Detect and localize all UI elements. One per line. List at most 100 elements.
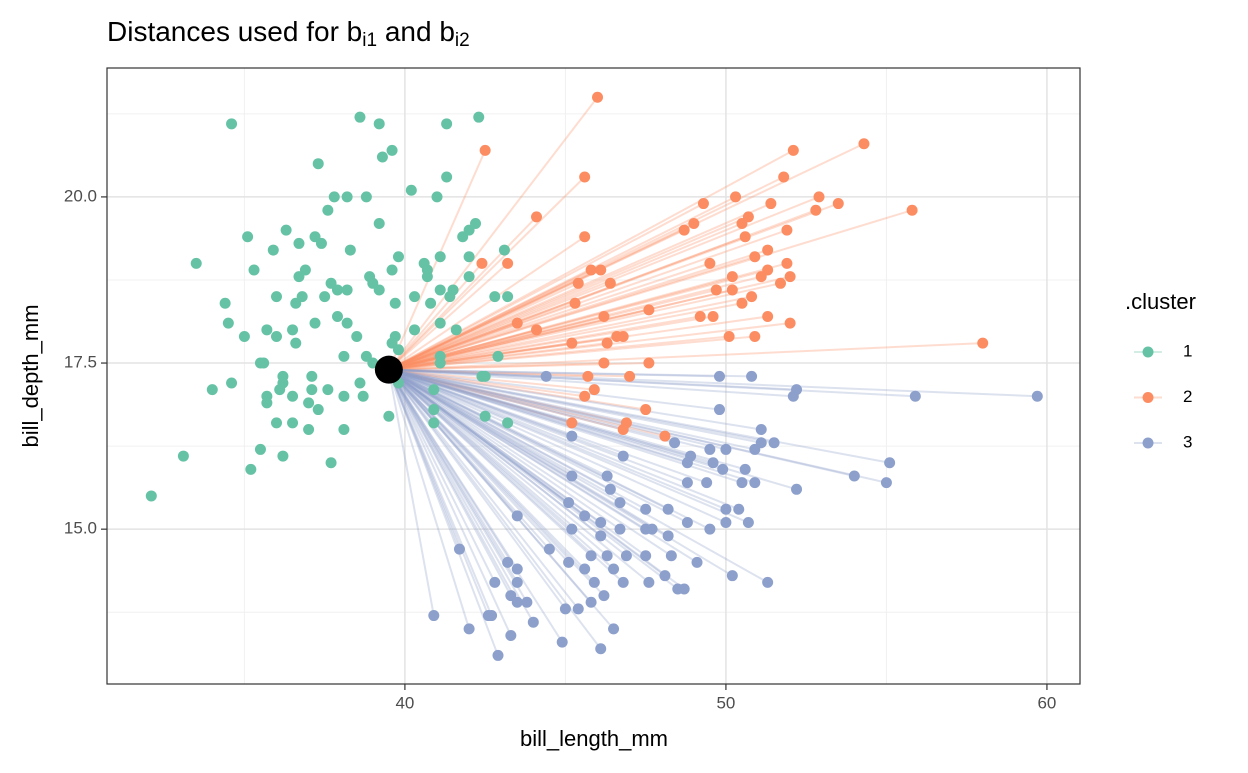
point: [453, 543, 465, 555]
point: [511, 510, 523, 522]
point: [730, 191, 742, 203]
point: [431, 191, 443, 203]
distance-line: [388, 342, 983, 371]
distance-line: [388, 368, 762, 444]
point: [595, 517, 607, 529]
legend-label: 3: [1183, 432, 1192, 451]
distance-line: [388, 368, 756, 451]
point: [428, 417, 440, 429]
point: [880, 477, 892, 489]
point: [762, 244, 774, 256]
point: [450, 324, 462, 336]
distance-line: [388, 222, 695, 371]
distance-line: [388, 368, 570, 504]
point: [425, 297, 437, 309]
point: [322, 384, 334, 396]
distance-line: [388, 368, 602, 537]
distance-line: [388, 362, 604, 371]
distance-line: [388, 368, 711, 451]
point: [479, 370, 491, 382]
distance-line: [387, 369, 493, 616]
y-tick-label: 20.0: [64, 186, 97, 205]
point: [592, 91, 604, 103]
distance-line: [388, 368, 624, 458]
distance-line: [388, 368, 749, 524]
point: [206, 384, 218, 396]
distance-line: [388, 368, 720, 378]
point: [566, 337, 578, 349]
point: [810, 204, 822, 216]
point: [588, 384, 600, 396]
distance-line: [388, 215, 749, 371]
distance-line: [387, 369, 535, 623]
distance-line: [388, 368, 627, 424]
distance-line: [388, 275, 733, 371]
distance-line: [387, 369, 496, 583]
point: [736, 297, 748, 309]
point: [511, 596, 523, 608]
point: [598, 311, 610, 323]
point: [354, 377, 366, 389]
point: [392, 344, 404, 356]
point: [765, 198, 777, 210]
distance-line: [388, 275, 762, 371]
point: [312, 404, 324, 416]
point: [389, 330, 401, 342]
x-tick-label: 40: [395, 693, 414, 712]
distance-line: [388, 368, 672, 557]
distance-line: [388, 229, 788, 371]
distance-line: [388, 369, 615, 630]
point: [579, 171, 591, 183]
distance-line: [387, 369, 512, 597]
distance-line: [387, 369, 519, 583]
point: [598, 590, 610, 602]
distance-line: [388, 262, 509, 371]
point: [884, 457, 896, 469]
distance-line: [388, 368, 707, 484]
point: [781, 224, 793, 236]
point: [858, 138, 870, 150]
distance-line: [388, 369, 551, 550]
point: [585, 264, 597, 276]
point: [309, 317, 321, 329]
distance-line: [387, 369, 512, 636]
point: [617, 330, 629, 342]
distance-line: [388, 195, 820, 371]
distance-line: [388, 342, 572, 371]
point: [409, 291, 421, 303]
distance-line: [388, 369, 564, 643]
point: [441, 171, 453, 183]
point: [373, 217, 385, 229]
point: [579, 563, 591, 575]
point: [258, 357, 270, 369]
point: [293, 237, 305, 249]
point: [373, 118, 385, 130]
point: [662, 530, 674, 542]
distance-line: [388, 262, 788, 371]
legend-key-point: [1142, 392, 1154, 403]
distance-line: [388, 368, 890, 464]
point: [710, 284, 722, 296]
point: [566, 417, 578, 429]
distance-line: [388, 368, 740, 511]
point: [582, 370, 594, 382]
point: [601, 550, 613, 562]
point: [681, 477, 693, 489]
point: [421, 271, 433, 283]
distance-line: [388, 368, 727, 524]
point: [768, 437, 780, 449]
point: [489, 291, 501, 303]
distance-line: [388, 322, 791, 371]
legend: 1 2 3: [1134, 341, 1192, 451]
point: [624, 370, 636, 382]
distance-line: [388, 369, 519, 570]
point: [707, 311, 719, 323]
point: [813, 191, 825, 203]
point: [585, 550, 597, 562]
point: [270, 330, 282, 342]
distance-line: [388, 368, 621, 530]
point: [315, 237, 327, 249]
distance-line: [388, 368, 624, 584]
